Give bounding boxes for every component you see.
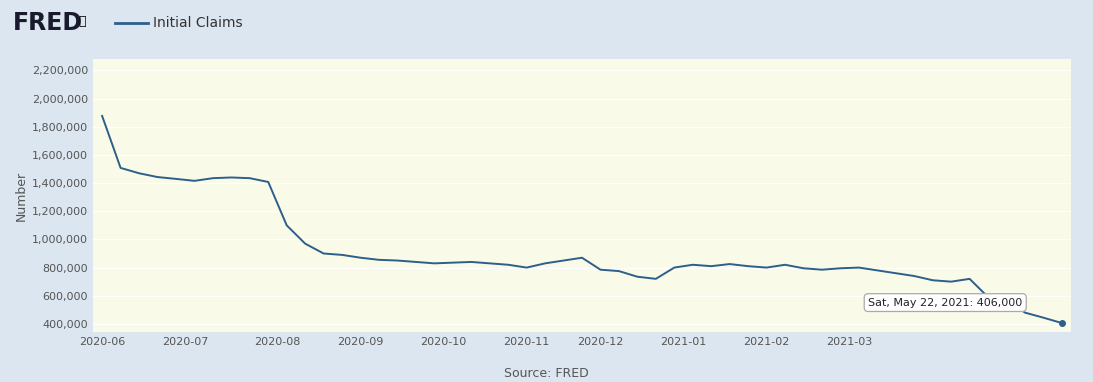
Text: FRED: FRED <box>13 11 83 35</box>
Text: Sat, May 22, 2021: 406,000: Sat, May 22, 2021: 406,000 <box>868 298 1022 308</box>
Text: Source: FRED: Source: FRED <box>504 367 589 380</box>
Text: 📈: 📈 <box>79 15 86 28</box>
Y-axis label: Number: Number <box>14 171 27 221</box>
Text: Initial Claims: Initial Claims <box>153 16 243 30</box>
